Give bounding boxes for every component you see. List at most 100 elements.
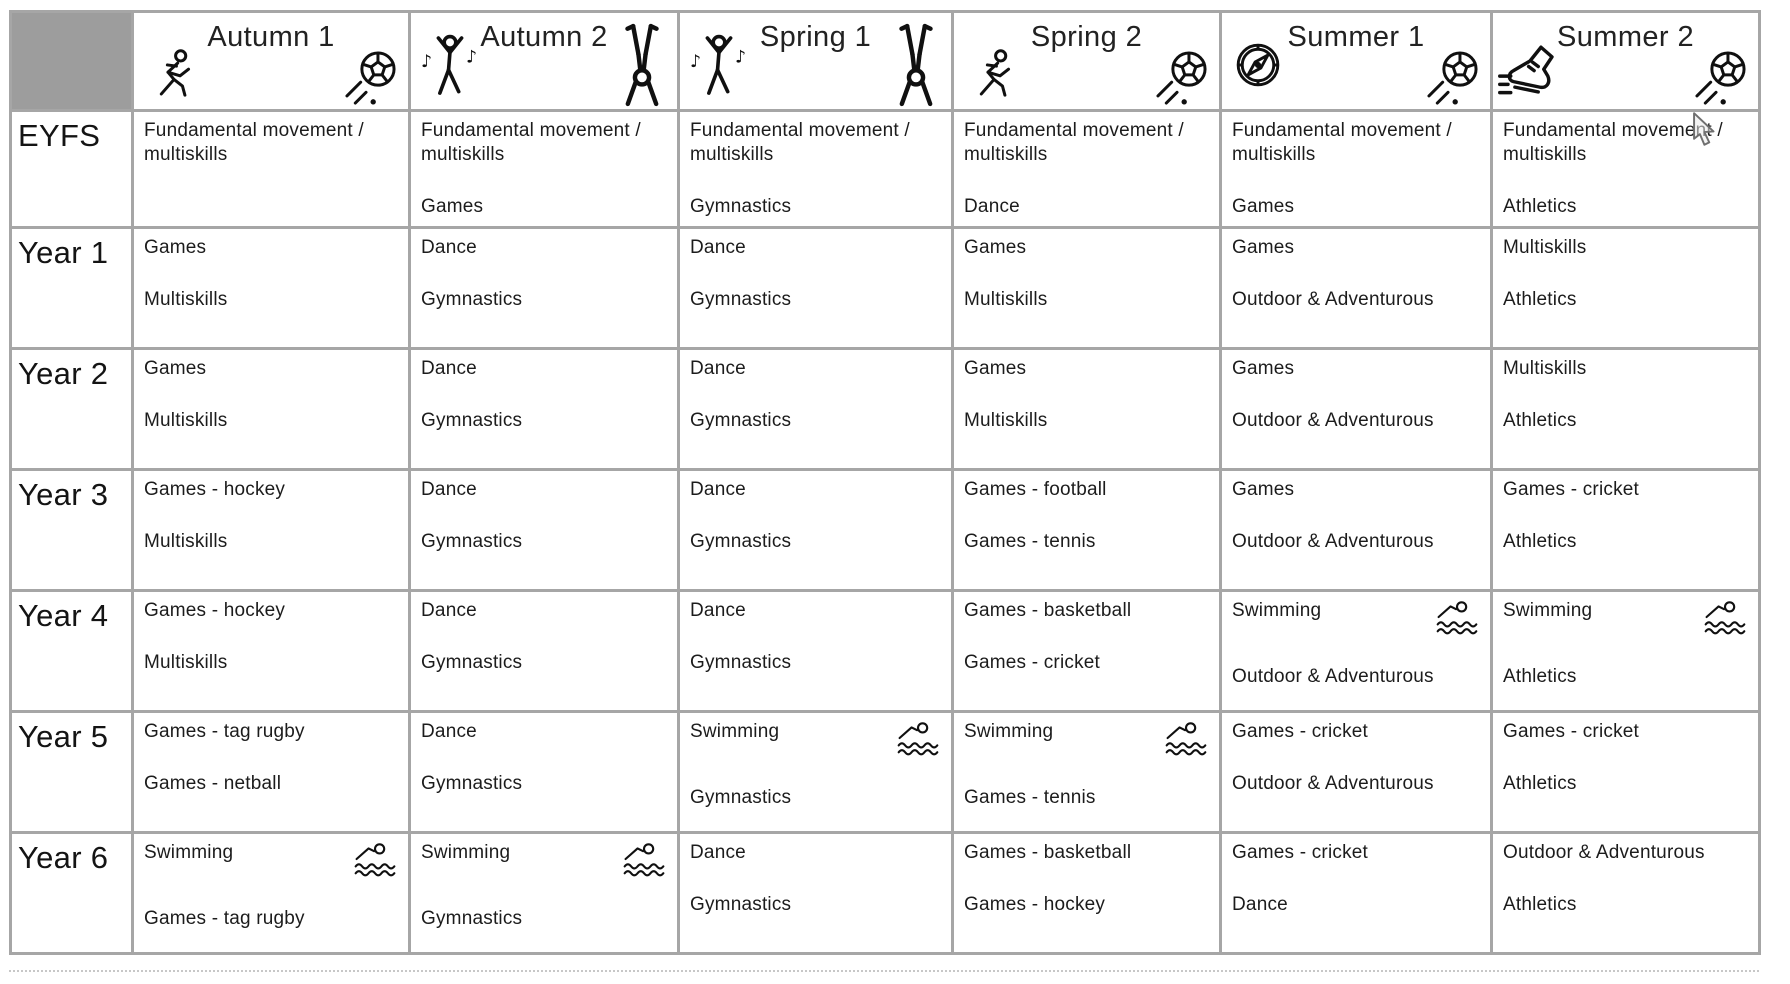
- activity-label: Games: [144, 358, 207, 379]
- cell-year-6-spring-2: Games - basketball Games - hockey: [951, 831, 1222, 955]
- activity-label: Games - netball: [144, 773, 282, 794]
- activity-label: Games: [1232, 196, 1295, 217]
- activity-label: Dance: [421, 237, 477, 258]
- activity-label: Gymnastics: [421, 908, 523, 929]
- activity-line: Gymnastics: [690, 288, 941, 312]
- cell-year-3-autumn-1: Games - hockey Multiskills: [131, 468, 411, 592]
- activity-label: Outdoor & Adventurous: [1232, 531, 1434, 552]
- year-row: Year 2 Games Multiskills Dance Gymnastic…: [9, 347, 1761, 471]
- activity-line: Games: [1232, 195, 1480, 219]
- activity-line: Multiskills: [144, 409, 398, 433]
- activity-label: Games: [964, 237, 1027, 258]
- activity-line: Dance: [421, 357, 667, 381]
- cell-year-2-summer-2: Multiskills Athletics: [1490, 347, 1761, 471]
- activity-label: Games: [1232, 237, 1295, 258]
- cell-eyfs-autumn-1: Fundamental movement / multiskills: [131, 109, 411, 229]
- activity-label: Games - hockey: [144, 479, 286, 500]
- activity-line: Gymnastics: [421, 288, 667, 312]
- activity-line: Gymnastics: [690, 893, 941, 917]
- activity-line: Games - football: [964, 478, 1209, 502]
- activity-label: Fundamental movement / multiskills: [690, 120, 910, 165]
- activity-label: Athletics: [1503, 773, 1577, 794]
- cell-year-1-spring-1: Dance Gymnastics: [677, 226, 954, 350]
- activity-line: Gymnastics: [421, 530, 667, 554]
- cell-year-6-autumn-1: Swimming Games - tag rugby: [131, 831, 411, 955]
- activity-line: Multiskills: [964, 409, 1209, 433]
- activity-line: Athletics: [1503, 893, 1748, 917]
- cell-year-3-spring-2: Games - football Games - tennis: [951, 468, 1222, 592]
- activity-line: Dance: [690, 599, 941, 623]
- activity-line: Games - basketball: [964, 841, 1209, 865]
- activity-line: Swimming: [421, 841, 667, 879]
- activity-label: Games: [1232, 479, 1295, 500]
- activity-line: Dance: [421, 478, 667, 502]
- activity-label: Athletics: [1503, 666, 1577, 687]
- activity-label: Gymnastics: [421, 410, 523, 431]
- activity-line: Athletics: [1503, 772, 1748, 796]
- activity-line: Fundamental movement / multiskills: [1503, 119, 1748, 167]
- activity-label: Gymnastics: [690, 289, 792, 310]
- activity-line: Swimming: [144, 841, 398, 879]
- activity-label: Games - tag rugby: [144, 721, 305, 742]
- activity-label: Dance: [690, 237, 746, 258]
- activity-line: Dance: [421, 720, 667, 744]
- activity-line: Fundamental movement / multiskills: [690, 119, 941, 167]
- cell-year-1-summer-1: Games Outdoor & Adventurous: [1219, 226, 1493, 350]
- year-row: EYFS Fundamental movement / multiskills …: [9, 109, 1761, 229]
- activity-label: Fundamental movement / multiskills: [964, 120, 1184, 165]
- activity-label: Outdoor & Adventurous: [1232, 773, 1434, 794]
- activity-line: Multiskills: [144, 530, 398, 554]
- activity-label: Multiskills: [144, 652, 228, 673]
- cell-year-1-autumn-1: Games Multiskills: [131, 226, 411, 350]
- activity-label: Dance: [421, 479, 477, 500]
- activity-label: Athletics: [1503, 531, 1577, 552]
- activity-line: Games - cricket: [1232, 720, 1480, 744]
- activity-line: Games - tennis: [964, 530, 1209, 554]
- year-row: Year 6 Swimming Games - tag rugby Swimmi…: [9, 831, 1761, 955]
- activity-label: Outdoor & Adventurous: [1232, 289, 1434, 310]
- activity-label: Dance: [690, 358, 746, 379]
- activity-line: Gymnastics: [421, 907, 667, 931]
- activity-line: Swimming: [690, 720, 941, 758]
- activity-label: Dance: [1232, 894, 1288, 915]
- dancer-icon: ♪ ♪: [690, 23, 748, 111]
- activity-line: Games - basketball: [964, 599, 1209, 623]
- activity-label: Games - basketball: [964, 600, 1132, 621]
- football-icon: [1423, 47, 1485, 109]
- activity-line: Dance: [1232, 893, 1480, 917]
- swimmer-icon: [1163, 718, 1209, 758]
- activity-label: Dance: [690, 600, 746, 621]
- svg-text:♪: ♪: [690, 52, 701, 72]
- activity-line: Outdoor & Adventurous: [1232, 772, 1480, 796]
- activity-label: Swimming: [144, 842, 234, 863]
- year-label-year-1: Year 1: [9, 226, 134, 350]
- activity-line: Gymnastics: [690, 651, 941, 675]
- term-header-autumn-2: Autumn 2 ♪ ♪: [408, 10, 680, 112]
- activity-line: Multiskills: [144, 288, 398, 312]
- activity-label: Games - cricket: [1232, 842, 1369, 863]
- cell-year-5-autumn-1: Games - tag rugby Games - netball: [131, 710, 411, 834]
- term-header-summer-1: Summer 1: [1219, 10, 1493, 112]
- activity-line: Games: [964, 236, 1209, 260]
- activity-line: Outdoor & Adventurous: [1232, 288, 1480, 312]
- cell-year-4-summer-1: Swimming Outdoor & Adventurous: [1219, 589, 1493, 713]
- activity-label: Gymnastics: [690, 531, 792, 552]
- activity-label: Gymnastics: [690, 652, 792, 673]
- cell-year-4-autumn-2: Dance Gymnastics: [408, 589, 680, 713]
- activity-label: Multiskills: [144, 289, 228, 310]
- activity-label: Athletics: [1503, 289, 1577, 310]
- activity-label: Games: [1232, 358, 1295, 379]
- activity-line: Games - cricket: [1503, 478, 1748, 502]
- activity-line: Dance: [690, 357, 941, 381]
- activity-label: Fundamental movement / multiskills: [421, 120, 641, 165]
- activity-label: Swimming: [690, 721, 780, 742]
- activity-line: Athletics: [1503, 665, 1748, 689]
- activity-line: Athletics: [1503, 288, 1748, 312]
- activity-line: Swimming: [1503, 599, 1748, 637]
- activity-label: Outdoor & Adventurous: [1232, 410, 1434, 431]
- activity-line: Gymnastics: [421, 409, 667, 433]
- cell-year-3-autumn-2: Dance Gymnastics: [408, 468, 680, 592]
- activity-line: Games - hockey: [144, 599, 398, 623]
- activity-line: Games - tennis: [964, 786, 1209, 810]
- year-row: Year 1 Games Multiskills Dance Gymnastic…: [9, 226, 1761, 350]
